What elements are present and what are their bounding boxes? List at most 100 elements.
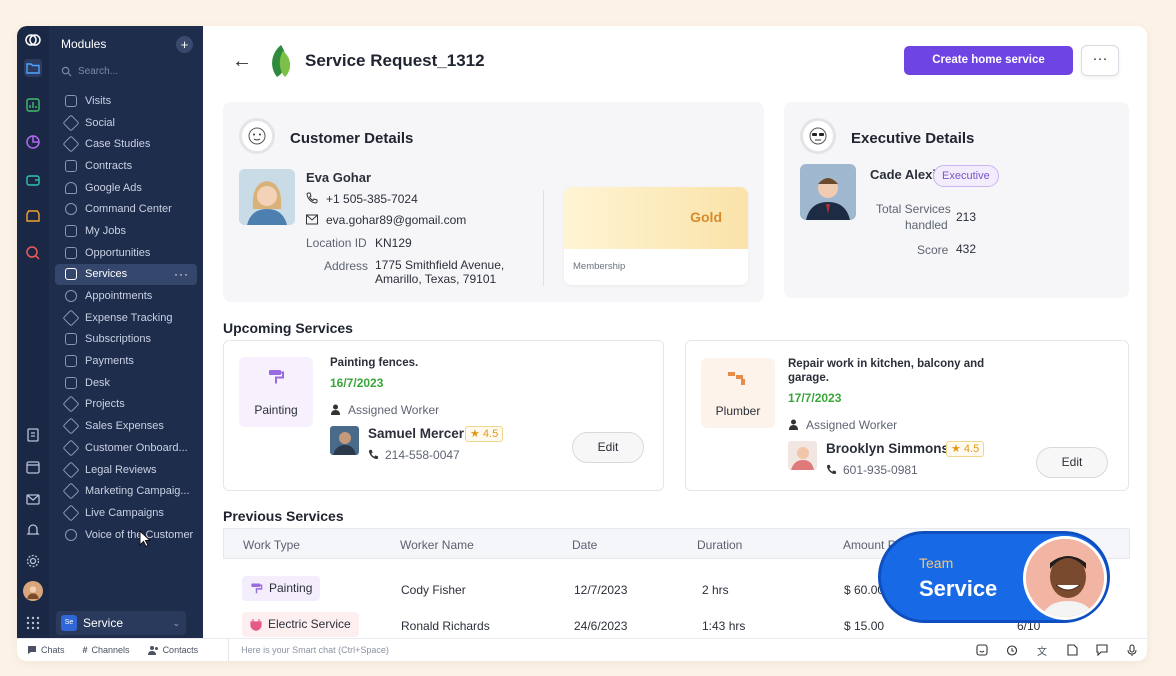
mail-icon[interactable] — [24, 490, 42, 508]
store-icon[interactable] — [24, 207, 42, 225]
work-type-pill: Electric Service — [242, 612, 359, 637]
customer-emoji-icon — [239, 118, 275, 154]
service-date: 16/7/2023 — [330, 376, 384, 390]
sidebar-item-command-center[interactable]: Command Center — [55, 198, 197, 220]
sidebar-item-live-campaigns[interactable]: Live Campaigns — [55, 502, 197, 524]
bottom-bar: Chats # Channels Contacts Here is your Sm… — [17, 638, 1147, 661]
phone-icon — [368, 449, 379, 460]
create-home-service-button[interactable]: Create home service — [904, 46, 1073, 75]
sidebar-item-contracts[interactable]: Contracts — [55, 155, 197, 177]
customer-email[interactable]: eva.gohar89@gomail.com — [326, 213, 467, 227]
notes-icon[interactable] — [1065, 643, 1079, 657]
paint-roller-icon — [251, 583, 263, 594]
search-placeholder: Search... — [78, 66, 119, 77]
workspace-label: Service — [83, 616, 124, 630]
column-date[interactable]: Date — [572, 538, 598, 552]
pie-chart-icon[interactable] — [24, 133, 42, 151]
sidebar-item-opportunities[interactable]: Opportunities — [55, 242, 197, 264]
sidebar-item-customer-onboarding[interactable]: Customer Onboard... — [55, 437, 197, 459]
back-arrow-icon[interactable]: ← — [232, 50, 252, 72]
sidebar-item-payments[interactable]: Payments — [55, 350, 197, 372]
folder-icon[interactable] — [24, 59, 42, 77]
comment-icon[interactable] — [1095, 643, 1109, 657]
hash-icon: # — [82, 645, 88, 655]
upcoming-service-card: Plumber Repair work in kitchen, balcony … — [685, 340, 1129, 491]
add-module-button[interactable]: + — [176, 36, 193, 53]
alarm-clock-icon[interactable] — [1005, 643, 1019, 657]
column-work-type[interactable]: Work Type — [243, 538, 300, 552]
sidebar-item-case-studies[interactable]: Case Studies — [55, 133, 197, 155]
worker-phone[interactable]: 214-558-0047 — [385, 448, 460, 462]
service-date: 17/7/2023 — [788, 391, 842, 405]
services-options-icon[interactable]: ··· — [174, 267, 189, 282]
column-worker-name[interactable]: Worker Name — [400, 538, 474, 552]
edit-service-button[interactable]: Edit — [572, 432, 644, 463]
sidebar-item-voice-of-customer[interactable]: Voice of the Customer — [55, 524, 197, 546]
analytics-icon[interactable] — [24, 96, 42, 114]
contacts-tab[interactable]: Contacts — [147, 645, 198, 655]
mail-icon — [306, 214, 318, 225]
previous-services-heading: Previous Services — [223, 508, 344, 524]
module-search[interactable]: Search... — [61, 66, 118, 77]
app-logo-icon[interactable] — [24, 31, 42, 49]
column-duration[interactable]: Duration — [697, 538, 743, 552]
sidebar-item-services[interactable]: Services ··· — [55, 263, 197, 286]
sidebar-item-legal-reviews[interactable]: Legal Reviews — [55, 459, 197, 481]
service-leaf-logo — [272, 45, 291, 77]
sidebar-item-subscriptions[interactable]: Subscriptions — [55, 329, 197, 351]
score-label: Score — [917, 243, 949, 257]
wallet-icon[interactable] — [24, 171, 42, 189]
duration-cell: 1:43 hrs — [702, 619, 746, 633]
services-icon — [65, 268, 77, 281]
worker-phone[interactable]: 601-935-0981 — [843, 463, 918, 477]
smart-chat-input[interactable]: Here is your Smart chat (Ctrl+Space) — [228, 638, 389, 661]
search-icon — [61, 66, 72, 77]
chats-tab[interactable]: Chats — [27, 645, 65, 655]
bell-icon[interactable] — [24, 521, 42, 539]
service-type-name: Painting — [254, 403, 298, 417]
more-options-button[interactable]: ··· — [1081, 45, 1119, 76]
sidebar-item-sales-expenses[interactable]: Sales Expenses — [55, 415, 197, 437]
services-label-line-1: Total Services — [876, 202, 951, 216]
calendar-icon[interactable] — [24, 458, 42, 476]
customer-phone[interactable]: +1 505-385-7024 — [326, 192, 418, 206]
live-campaigns-icon — [62, 504, 80, 522]
sidebar-item-marketing-campaigns[interactable]: Marketing Campaig... — [55, 480, 197, 502]
wrench-icon — [728, 372, 745, 385]
service-type-tile: Plumber — [701, 358, 775, 428]
sidebar-item-visits[interactable]: Visits — [55, 90, 197, 112]
membership-card[interactable]: Gold Membership — [564, 187, 748, 285]
executive-name: Cade Alexis — [870, 167, 944, 182]
channels-tab[interactable]: # Channels — [82, 645, 130, 655]
card-divider — [543, 190, 544, 286]
user-avatar[interactable] — [23, 581, 43, 601]
sidebar-item-google-ads[interactable]: Google Ads — [55, 177, 197, 199]
sidebar-item-appointments[interactable]: Appointments — [55, 285, 197, 307]
sidebar-item-desk[interactable]: Desk — [55, 372, 197, 394]
person-icon — [789, 419, 798, 430]
modules-heading: Modules — [61, 37, 107, 51]
edit-service-button[interactable]: Edit — [1036, 447, 1108, 478]
membership-label: Membership — [573, 261, 626, 272]
smiley-icon[interactable] — [975, 643, 989, 657]
plug-icon — [250, 619, 262, 631]
microphone-icon[interactable] — [1125, 643, 1139, 657]
sidebar-item-my-jobs[interactable]: My Jobs — [55, 220, 197, 242]
sidebar-item-social[interactable]: Social — [55, 112, 197, 134]
sidebar-item-projects[interactable]: Projects — [55, 394, 197, 416]
translate-icon[interactable]: 文 — [1037, 646, 1047, 658]
apps-grid-icon[interactable] — [24, 614, 42, 632]
bottom-actions: 文 — [975, 643, 1139, 658]
sidebar-item-expense-tracking[interactable]: Expense Tracking — [55, 307, 197, 329]
gear-icon[interactable] — [24, 552, 42, 570]
page-title: Service Request_1312 — [305, 51, 485, 70]
column-amount[interactable]: Amount P — [843, 538, 896, 552]
sales-expenses-icon — [62, 417, 80, 435]
score-value: 432 — [956, 242, 977, 256]
person-icon — [331, 404, 340, 415]
search-analytics-icon[interactable] — [24, 244, 42, 262]
tasks-icon[interactable] — [24, 426, 42, 444]
address-line-2: Amarillo, Texas, 79101 — [375, 272, 497, 286]
customer-photo — [239, 169, 295, 225]
workspace-switcher[interactable]: Se Service ⌄ — [56, 611, 186, 635]
